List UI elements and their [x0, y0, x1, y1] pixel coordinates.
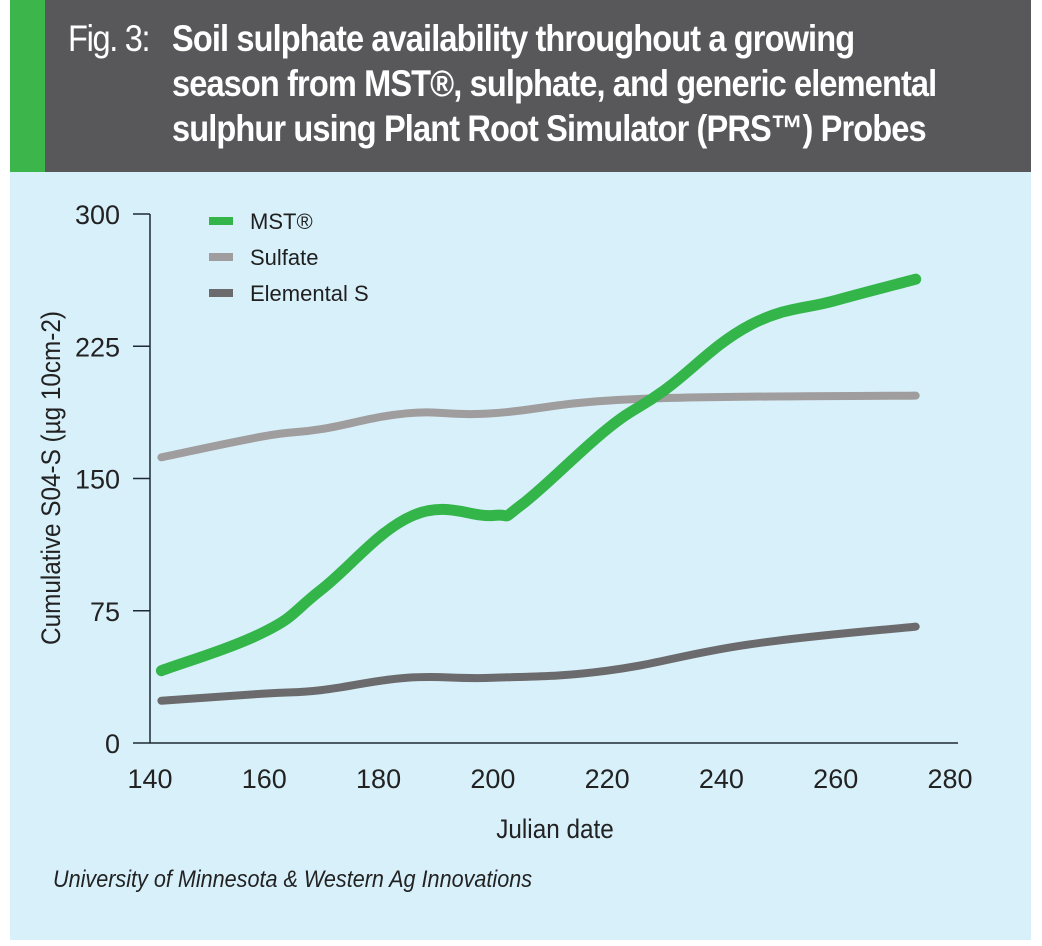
- y-tick-label: 300: [75, 200, 120, 230]
- legend-label-elemental-s: Elemental S: [250, 281, 369, 306]
- legend-swatch-elemental-s: [209, 289, 233, 297]
- x-tick-label: 140: [127, 764, 172, 794]
- source-credit: University of Minnesota & Western Ag Inn…: [53, 866, 533, 893]
- x-tick-label: 280: [927, 764, 972, 794]
- accent-bar: [10, 0, 45, 172]
- series-line-elemental-s: [157, 622, 920, 705]
- figure-panel: Fig. 3: Soil sulphate availability throu…: [10, 0, 1031, 940]
- y-tick-label: 225: [75, 332, 120, 362]
- series-line-sulfate: [157, 391, 920, 462]
- y-tick-label: 75: [90, 597, 120, 627]
- legend-label-mst: MST®: [250, 209, 313, 234]
- legend-label-sulfate: Sulfate: [250, 245, 319, 270]
- x-tick-label: 180: [356, 764, 401, 794]
- chart-title-line: sulphur using Plant Root Simulator (PRS™…: [172, 108, 927, 149]
- chart-title: Soil sulphate availability throughout a …: [172, 16, 937, 151]
- x-tick-label: 160: [242, 764, 287, 794]
- y-tick-label: 0: [105, 729, 120, 759]
- chart-title-line: Soil sulphate availability throughout a …: [172, 18, 855, 59]
- x-tick-label: 200: [470, 764, 515, 794]
- y-axis-title: Cumulative S04-S (µg 10cm-2): [37, 311, 66, 645]
- series-layer: [155, 273, 922, 705]
- x-tick-label: 220: [585, 764, 630, 794]
- x-tick-label: 260: [813, 764, 858, 794]
- series-line-mst: [155, 273, 922, 677]
- axes: 0 75 150 225 300 140 160 180 200 220 240 260 280: [75, 200, 973, 794]
- legend-swatch-sulfate: [209, 253, 233, 261]
- chart-title-line: season from MST®, sulphate, and generic …: [172, 63, 937, 104]
- x-axis-title: Julian date: [496, 815, 613, 844]
- figure-header: Fig. 3: Soil sulphate availability throu…: [10, 0, 1031, 172]
- x-tick-label: 240: [699, 764, 744, 794]
- legend-swatch-mst: [209, 217, 233, 225]
- y-tick-label: 150: [75, 465, 120, 495]
- legend: MST® Sulfate Elemental S: [209, 209, 369, 306]
- figure-label: Fig. 3:: [68, 18, 151, 59]
